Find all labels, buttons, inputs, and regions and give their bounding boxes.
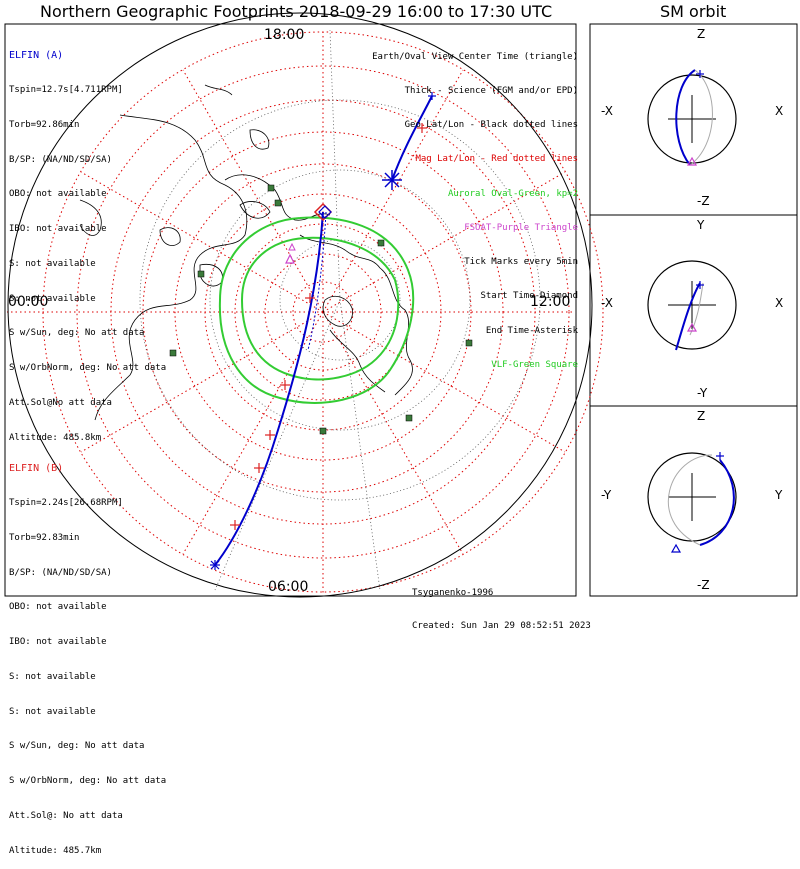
legend-item: Start Time-Diamond <box>480 291 578 302</box>
mlt-label-left: 00:00 <box>8 294 48 310</box>
elfin-b-line: B/SP: (NA/ND/SD/SA) <box>9 567 112 578</box>
mlt-label-top: 18:00 <box>264 27 304 43</box>
legend-item: Tick Marks every 5min <box>464 257 578 268</box>
start-diamond-a <box>318 205 332 219</box>
elfin-a-line: OBO: not available <box>9 189 107 200</box>
legend-item: Earth/Oval View Center Time (triangle) <box>372 51 578 62</box>
orbit2-right: X <box>775 296 783 310</box>
orbit-panel-xy <box>647 260 737 351</box>
elfin-a-line: S: not available <box>9 293 96 304</box>
orbit-panel-yz <box>647 452 737 546</box>
orbit2-bottom: -Y <box>697 386 708 400</box>
elfin-b-line: Torb=92.83min <box>9 532 80 543</box>
orbit3-right: Y <box>774 488 783 502</box>
footer: Tsyganenko-1996 Created: Sun Jan 29 08:5… <box>412 566 591 643</box>
orbit3-bottom: -Z <box>697 578 710 592</box>
orbit-panel-xz <box>647 69 737 166</box>
elfin-b-line: S: not available <box>9 671 96 682</box>
elfin-a-header: ELFIN (A) <box>9 50 64 62</box>
orbit-markers <box>670 70 724 553</box>
elfin-b-line: Altitude: 485.7km <box>9 845 102 856</box>
mag-lon-lines <box>7 30 575 594</box>
elfin-b-info: ELFIN (B) Tspin=2.24s[26.68RPM] Torb=92.… <box>9 440 166 869</box>
elfin-b-line: OBO: not available <box>9 602 107 613</box>
footprint-map-canvas: 18:00 00:00 12:00 06:00 Z -Z -X X Y -Y -… <box>4 12 798 598</box>
legend-item: Geo Lat/Lon - Black dotted lines <box>404 120 578 131</box>
main-title: Northern Geographic Footprints 2018-09-2… <box>40 2 553 21</box>
tick-marks <box>230 123 427 530</box>
orbit3-left: -Y <box>601 488 612 502</box>
elfin-b-line: Tspin=2.24s[26.68RPM] <box>9 497 123 508</box>
legend-item: VLF-Green Square <box>491 359 578 370</box>
geo-grid <box>139 29 541 591</box>
orbit-frame <box>589 23 798 597</box>
auroral-oval-outer <box>218 216 415 404</box>
map-frame <box>4 23 577 597</box>
legend-item: End Time-Asterisk <box>485 325 578 336</box>
elfin-a-track-lower <box>214 211 324 566</box>
orbit1-bottom: -Z <box>697 194 710 208</box>
orbit1-top: Z <box>697 27 705 41</box>
orbit2-top: Y <box>696 218 705 232</box>
orbit3-top: Z <box>697 409 705 423</box>
vlf-stations <box>169 184 473 435</box>
elfin-a-track-upper <box>391 95 433 181</box>
created-label: Created: Sun Jan 29 08:52:51 2023 <box>412 621 591 631</box>
mlt-label-right: 12:00 <box>530 294 570 310</box>
elfin-a-line: S: not available <box>9 258 96 269</box>
elfin-b-line: Att.Sol@: No att data <box>9 811 123 821</box>
elfin-b-header: ELFIN (B) <box>9 463 64 475</box>
mlt-label-bottom: 06:00 <box>268 579 308 595</box>
polar-map <box>7 12 604 598</box>
orbit2-left: -X <box>601 296 613 310</box>
fsoat-triangle <box>285 253 295 264</box>
elfin-a-info: ELFIN (A) Tspin=12.7s[4.711RPM] Torb=92.… <box>9 27 166 456</box>
elfin-b-line: S: not available <box>9 706 96 717</box>
elfin-a-line: Torb=92.86min <box>9 119 80 130</box>
model-label: Tsyganenko-1996 <box>412 588 494 598</box>
end-asterisk-a2 <box>210 92 436 570</box>
elfin-a-line: IBO: not available <box>9 224 107 235</box>
legend: Earth/Oval View Center Time (triangle) T… <box>372 29 578 383</box>
orbit1-left: -X <box>601 104 613 118</box>
coastlines <box>79 84 413 421</box>
elfin-a-line: Altitude: 485.8km <box>9 432 102 443</box>
elfin-b-line: S w/Sun, deg: No att data <box>9 741 145 752</box>
elfin-a-line: Tspin=12.7s[4.711RPM] <box>9 84 123 95</box>
legend-item: FSOAT-Purple Triangle <box>464 222 578 233</box>
orbit-title: SM orbit <box>660 2 727 21</box>
legend-item: Auroral Oval-Green, kp=2 <box>447 188 578 199</box>
end-asterisk-a <box>382 170 402 190</box>
elfin-a-line: Att.Sol@No att data <box>9 398 112 408</box>
legend-item: Thick - Science (FGM and/or EPD) <box>404 86 578 97</box>
orbit1-right: X <box>775 104 783 118</box>
globe-outline <box>7 12 593 598</box>
elfin-b-track <box>307 211 327 351</box>
elfin-a-line: B/SP: (NA/ND/SD/SA) <box>9 154 112 165</box>
elfin-a-line: S w/Sun, deg: No att data <box>9 328 145 339</box>
auroral-oval-inner <box>240 236 400 381</box>
legend-item: Mag Lat/Lon - Red dotted lines <box>415 154 578 165</box>
elfin-a-line: S w/OrbNorm, deg: No att data <box>9 363 167 374</box>
elfin-b-line: S w/OrbNorm, deg: No att data <box>9 776 167 787</box>
fsoat-triangle-2 <box>288 242 296 251</box>
elfin-b-line: IBO: not available <box>9 637 107 648</box>
